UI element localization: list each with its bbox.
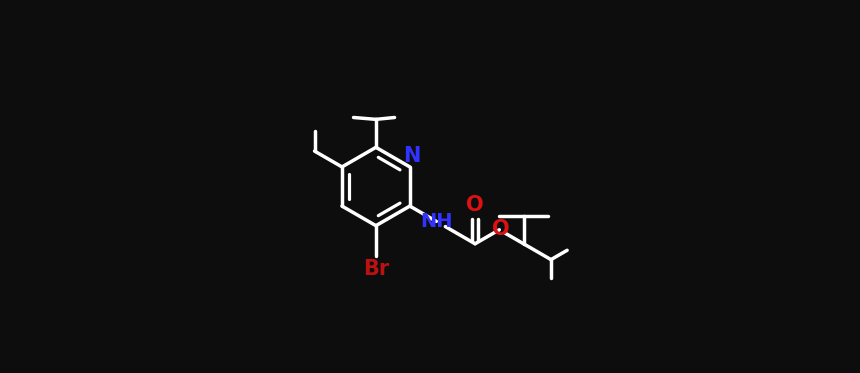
Text: NH: NH [420,212,452,231]
Text: O: O [493,219,510,239]
Text: N: N [403,147,421,166]
Text: O: O [466,195,484,215]
Text: Br: Br [363,258,389,279]
